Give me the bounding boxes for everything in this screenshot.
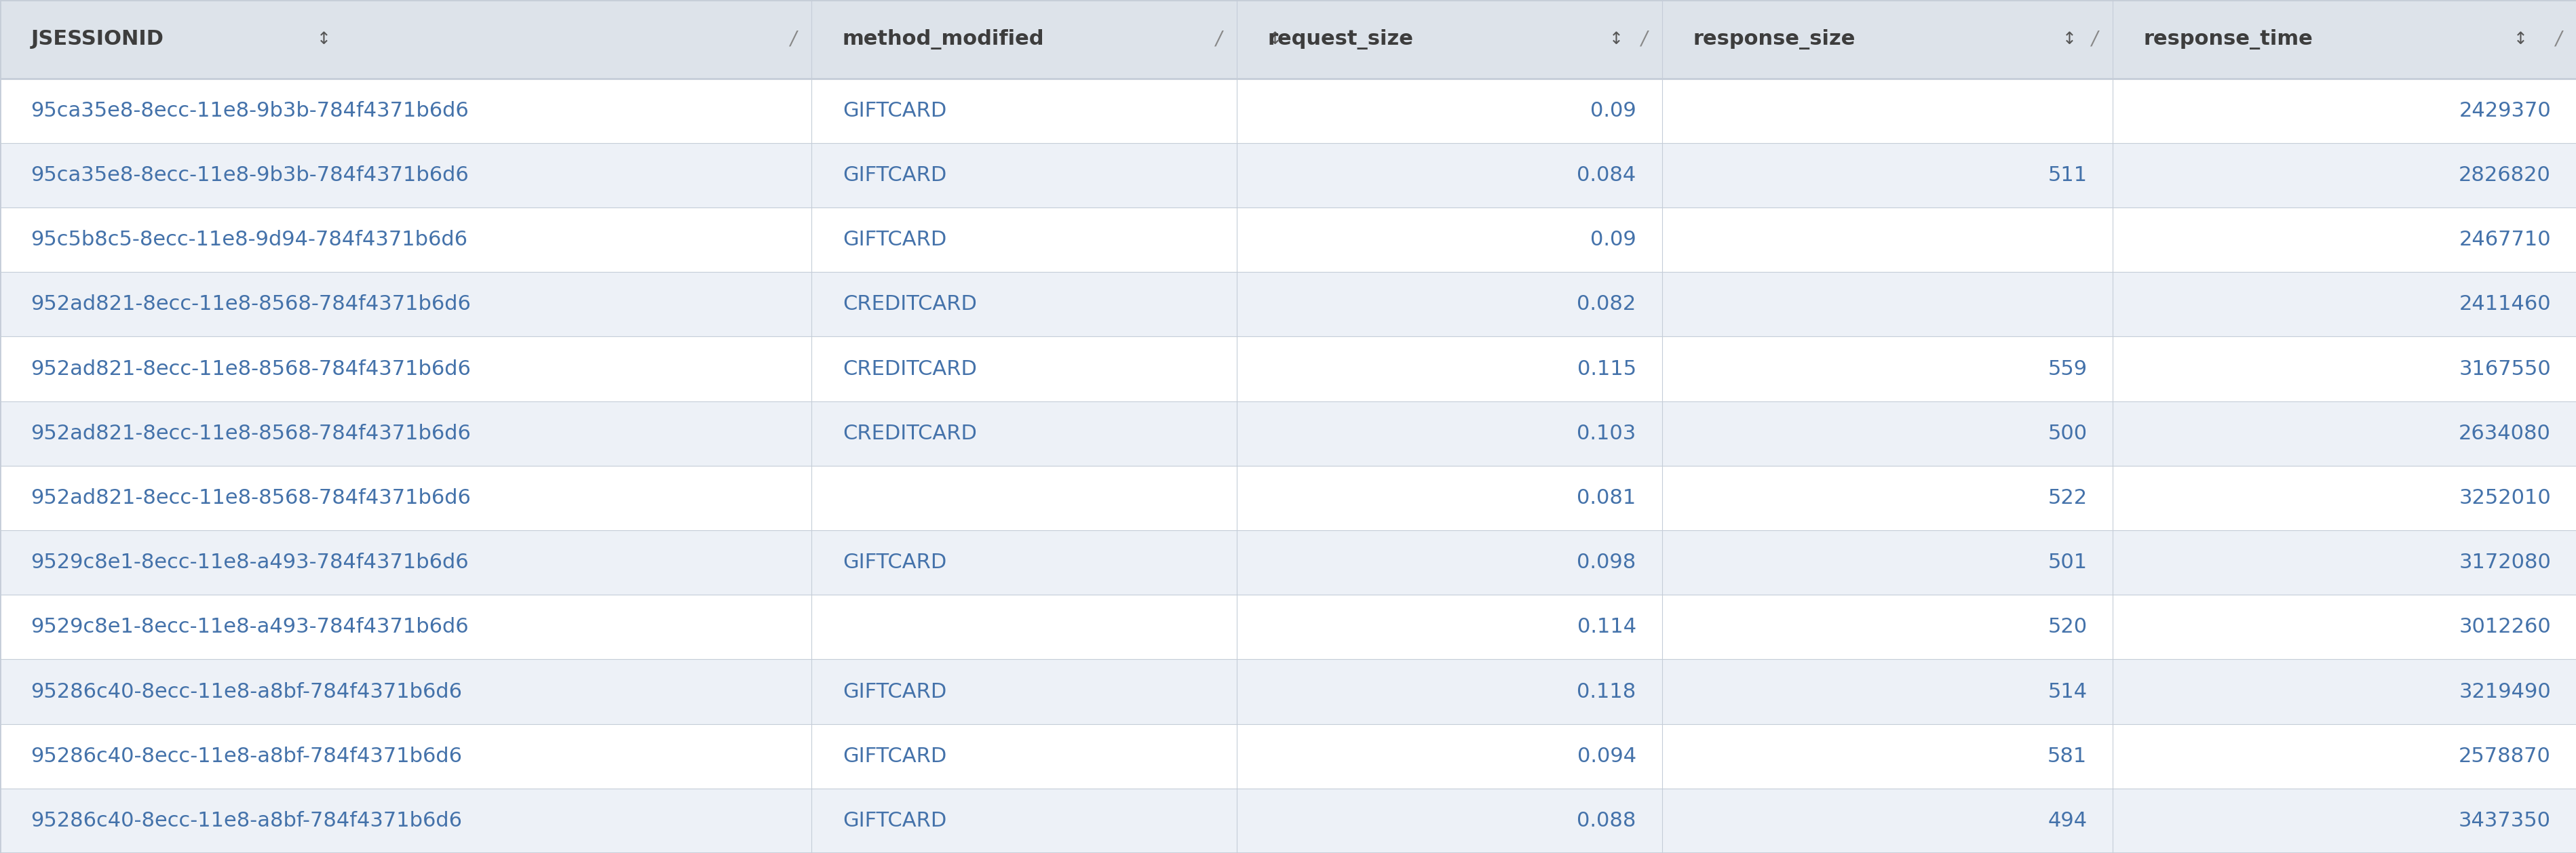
- Bar: [0, 401, 2576, 466]
- Text: response_size: response_size: [1692, 29, 1855, 49]
- Text: 500: 500: [2048, 424, 2087, 444]
- Text: 95286c40-8ecc-11e8-a8bf-784f4371b6d6: 95286c40-8ecc-11e8-a8bf-784f4371b6d6: [31, 682, 461, 701]
- Text: 2411460: 2411460: [2458, 294, 2550, 314]
- Text: 952ad821-8ecc-11e8-8568-784f4371b6d6: 952ad821-8ecc-11e8-8568-784f4371b6d6: [31, 359, 471, 379]
- Text: ↕: ↕: [1610, 31, 1623, 48]
- Text: 501: 501: [2048, 553, 2087, 572]
- Text: /: /: [2092, 30, 2097, 49]
- Text: 522: 522: [2048, 488, 2087, 508]
- Text: GIFTCARD: GIFTCARD: [842, 165, 945, 185]
- Text: 2467710: 2467710: [2458, 230, 2550, 250]
- Text: /: /: [791, 30, 796, 49]
- Text: 3172080: 3172080: [2458, 553, 2550, 572]
- Text: 511: 511: [2048, 165, 2087, 185]
- Bar: [1662, 0, 2112, 78]
- Text: 3012260: 3012260: [2458, 618, 2550, 637]
- Text: /: /: [2555, 30, 2561, 49]
- Bar: [0, 207, 2576, 272]
- Text: 0.088: 0.088: [1577, 811, 1636, 831]
- Text: 2826820: 2826820: [2458, 165, 2550, 185]
- Text: request_size: request_size: [1267, 29, 1414, 49]
- Text: 95ca35e8-8ecc-11e8-9b3b-784f4371b6d6: 95ca35e8-8ecc-11e8-9b3b-784f4371b6d6: [31, 165, 469, 185]
- Bar: [0, 466, 2576, 531]
- Text: 2634080: 2634080: [2458, 424, 2550, 444]
- Text: ↕: ↕: [317, 31, 332, 48]
- Bar: [1236, 0, 1662, 78]
- Text: GIFTCARD: GIFTCARD: [842, 746, 945, 766]
- Bar: [0, 78, 2576, 143]
- Text: 494: 494: [2048, 811, 2087, 831]
- Text: 0.098: 0.098: [1577, 553, 1636, 572]
- Text: ↕: ↕: [2512, 31, 2527, 48]
- Text: response_time: response_time: [2143, 29, 2313, 49]
- Text: 0.094: 0.094: [1577, 746, 1636, 766]
- Text: 952ad821-8ecc-11e8-8568-784f4371b6d6: 952ad821-8ecc-11e8-8568-784f4371b6d6: [31, 424, 471, 444]
- Text: 0.103: 0.103: [1577, 424, 1636, 444]
- Text: /: /: [1641, 30, 1646, 49]
- Bar: [0, 724, 2576, 788]
- Text: 95286c40-8ecc-11e8-a8bf-784f4371b6d6: 95286c40-8ecc-11e8-a8bf-784f4371b6d6: [31, 746, 461, 766]
- Text: 2578870: 2578870: [2458, 746, 2550, 766]
- Text: 9529c8e1-8ecc-11e8-a493-784f4371b6d6: 9529c8e1-8ecc-11e8-a493-784f4371b6d6: [31, 618, 469, 637]
- Text: JSESSIONID: JSESSIONID: [31, 29, 165, 49]
- Bar: [0, 272, 2576, 337]
- Bar: [0, 0, 811, 78]
- Text: 952ad821-8ecc-11e8-8568-784f4371b6d6: 952ad821-8ecc-11e8-8568-784f4371b6d6: [31, 294, 471, 314]
- Text: 581: 581: [2048, 746, 2087, 766]
- Text: 0.084: 0.084: [1577, 165, 1636, 185]
- Text: 952ad821-8ecc-11e8-8568-784f4371b6d6: 952ad821-8ecc-11e8-8568-784f4371b6d6: [31, 488, 471, 508]
- Text: GIFTCARD: GIFTCARD: [842, 682, 945, 701]
- Text: CREDITCARD: CREDITCARD: [842, 294, 976, 314]
- Text: ↕: ↕: [1267, 31, 1283, 48]
- Text: 559: 559: [2048, 359, 2087, 379]
- Bar: [0, 337, 2576, 401]
- Text: 3437350: 3437350: [2458, 811, 2550, 831]
- Bar: [811, 0, 1236, 78]
- Text: 0.115: 0.115: [1577, 359, 1636, 379]
- Text: 0.09: 0.09: [1589, 101, 1636, 120]
- Bar: [0, 531, 2576, 595]
- Text: 3219490: 3219490: [2458, 682, 2550, 701]
- Bar: [0, 143, 2576, 207]
- Text: 0.081: 0.081: [1577, 488, 1636, 508]
- Text: 3252010: 3252010: [2458, 488, 2550, 508]
- Text: GIFTCARD: GIFTCARD: [842, 811, 945, 831]
- Text: /: /: [1216, 30, 1221, 49]
- Text: 95286c40-8ecc-11e8-a8bf-784f4371b6d6: 95286c40-8ecc-11e8-a8bf-784f4371b6d6: [31, 811, 461, 831]
- Bar: [0, 595, 2576, 659]
- Text: 95c5b8c5-8ecc-11e8-9d94-784f4371b6d6: 95c5b8c5-8ecc-11e8-9d94-784f4371b6d6: [31, 230, 469, 250]
- Text: 3167550: 3167550: [2458, 359, 2550, 379]
- Text: ↕: ↕: [2061, 31, 2076, 48]
- Bar: [2112, 0, 2576, 78]
- Text: CREDITCARD: CREDITCARD: [842, 424, 976, 444]
- Text: 514: 514: [2048, 682, 2087, 701]
- Text: 520: 520: [2048, 618, 2087, 637]
- Text: CREDITCARD: CREDITCARD: [842, 359, 976, 379]
- Text: 2429370: 2429370: [2458, 101, 2550, 120]
- Text: GIFTCARD: GIFTCARD: [842, 553, 945, 572]
- Text: 0.114: 0.114: [1577, 618, 1636, 637]
- Bar: [0, 788, 2576, 853]
- Text: 0.118: 0.118: [1577, 682, 1636, 701]
- Bar: [0, 659, 2576, 724]
- Text: 0.09: 0.09: [1589, 230, 1636, 250]
- Text: method_modified: method_modified: [842, 29, 1043, 49]
- Text: 95ca35e8-8ecc-11e8-9b3b-784f4371b6d6: 95ca35e8-8ecc-11e8-9b3b-784f4371b6d6: [31, 101, 469, 120]
- Text: GIFTCARD: GIFTCARD: [842, 101, 945, 120]
- Text: 9529c8e1-8ecc-11e8-a493-784f4371b6d6: 9529c8e1-8ecc-11e8-a493-784f4371b6d6: [31, 553, 469, 572]
- Text: 0.082: 0.082: [1577, 294, 1636, 314]
- Text: GIFTCARD: GIFTCARD: [842, 230, 945, 250]
